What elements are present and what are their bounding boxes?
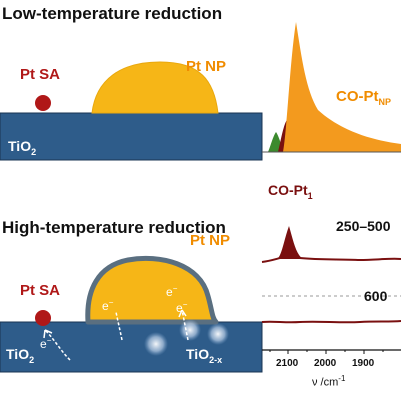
electron-text: e xyxy=(40,337,47,351)
arrow-head-icon xyxy=(178,309,187,318)
x-axis-label-text: ν /cm xyxy=(312,376,339,389)
oxygen-vacancy xyxy=(179,319,201,341)
pt-np-particle-high xyxy=(85,255,219,325)
electron-text: e xyxy=(102,299,109,313)
oxygen-vacancy xyxy=(144,332,168,356)
spectrum-orange-band xyxy=(283,22,401,152)
pt-sa-label-low: Pt SA xyxy=(20,66,61,83)
tio2-text: TiO xyxy=(6,346,30,362)
x-axis-label-sup: -1 xyxy=(338,374,346,383)
spectrum-line-middle xyxy=(261,257,401,263)
electron-label: e− xyxy=(40,336,51,351)
temp-label-1: 250–500 xyxy=(336,218,391,234)
tio2-x-text: TiO xyxy=(186,346,210,362)
electron-label: e− xyxy=(176,300,187,315)
pt-sa-atom-high xyxy=(35,310,51,326)
co-pt1-text: CO-Pt xyxy=(268,182,308,198)
x-tick-label: 2100 xyxy=(276,358,299,369)
x-axis-ticks xyxy=(269,350,384,354)
co-ptnp-text: CO-Pt xyxy=(336,88,379,105)
co-ptnp-subscript: NP xyxy=(378,97,392,107)
tio2-text: TiO xyxy=(8,138,32,154)
co-ptnp-label: CO-PtNP xyxy=(336,88,391,107)
electron-transfer-arrow xyxy=(44,329,71,361)
low-temperature-title: Low-temperature reduction xyxy=(2,4,223,23)
co-pt1-subscript: 1 xyxy=(307,190,313,201)
electron-sup: − xyxy=(172,284,178,293)
tio2-support-low xyxy=(0,112,263,161)
pt-np-label-low: Pt NP xyxy=(186,58,227,75)
spectrum-top xyxy=(262,22,401,153)
arrow-head-icon xyxy=(43,329,53,339)
pt-sa-atom-low xyxy=(35,95,51,111)
electron-label: e− xyxy=(166,284,177,299)
x-tick-label: 1900 xyxy=(352,358,375,369)
tio2-x-label: TiO2-x xyxy=(186,346,222,365)
electron-text: e xyxy=(176,301,183,315)
electron-transfer-arrow xyxy=(115,311,123,341)
temp-label-2: 600 xyxy=(364,288,388,304)
electron-transfer-arrow xyxy=(181,309,189,341)
x-axis-label: ν /cm-1 xyxy=(312,374,345,389)
electron-sup: − xyxy=(108,298,114,307)
electron-sup: − xyxy=(182,300,188,309)
pt-np-particle-low xyxy=(91,61,219,114)
electron-text: e xyxy=(166,285,173,299)
x-tick-label: 2000 xyxy=(314,358,337,369)
spectrum-maroon-peak xyxy=(278,226,302,258)
high-temperature-title: High-temperature reduction xyxy=(2,218,226,237)
tio2-label-low: TiO2 xyxy=(8,138,36,157)
electron-sup: − xyxy=(46,336,52,345)
tio2-subscript: 2 xyxy=(29,354,35,365)
tio2-x-subscript: 2-x xyxy=(209,354,223,365)
co-pt1-label: CO-Pt1 xyxy=(268,182,313,201)
pt-sa-label-high: Pt SA xyxy=(20,282,61,299)
pt-np-label-high: Pt NP xyxy=(190,232,231,249)
tio2-label-high: TiO2 xyxy=(6,346,34,365)
spectrum-middle xyxy=(261,226,401,263)
electron-label: e− xyxy=(102,298,113,313)
tio2-subscript: 2 xyxy=(31,146,37,157)
spectrum-line-bottom xyxy=(261,320,401,324)
oxygen-vacancy xyxy=(207,323,229,345)
